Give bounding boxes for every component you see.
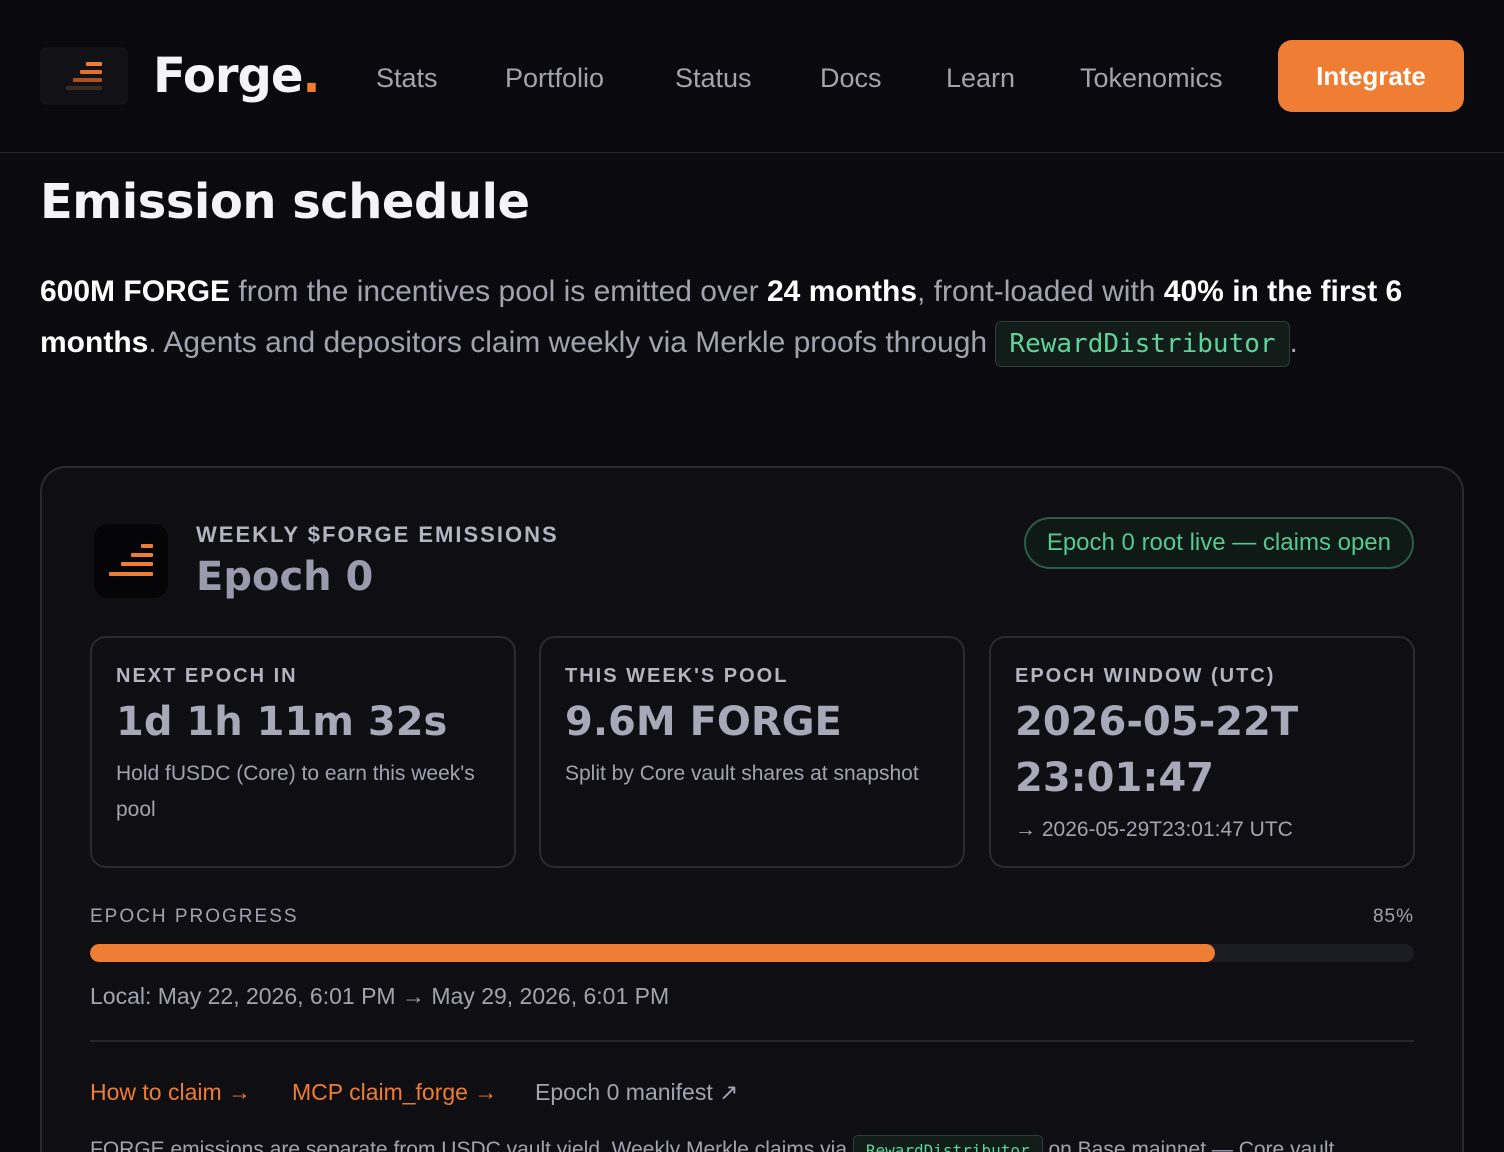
- intro-text-3: . Agents and depositors claim weekly via…: [148, 326, 996, 359]
- card-kicker: WEEKLY $FORGE EMISSIONS: [196, 522, 559, 547]
- epoch-end-subtext: → 2026-05-29T23:01:47 UTC: [1015, 818, 1293, 841]
- intro-text-2: , front-loaded with: [917, 275, 1164, 308]
- progress-label: EPOCH PROGRESS: [90, 906, 299, 927]
- local-time-range: Local: May 22, 2026, 6:01 PM → May 29, 2…: [90, 983, 670, 1009]
- top-nav-bar: Forge. Stats Portfolio Status Docs Learn…: [0, 0, 1504, 153]
- stat-subtext: Split by Core vault shares at snapshot: [565, 762, 919, 785]
- footnote-text: FORGE emissions are separate from USDC v…: [90, 1138, 853, 1152]
- brand-name: Forge: [153, 48, 303, 104]
- emission-duration: 24 months: [766, 275, 918, 308]
- brand-dot: .: [302, 48, 320, 104]
- integrate-button[interactable]: Integrate: [1278, 40, 1464, 112]
- forge-stack-icon: [109, 544, 153, 576]
- intro-text-4: .: [1289, 326, 1298, 359]
- stat-label: EPOCH WINDOW (UTC): [1015, 665, 1276, 687]
- logo[interactable]: [40, 47, 128, 105]
- divider: [90, 1040, 1414, 1042]
- stat-next-epoch: NEXT EPOCH IN 1d 1h 11m 32s Hold fUSDC (…: [90, 636, 516, 868]
- nav-tokenomics[interactable]: Tokenomics: [1080, 63, 1223, 93]
- footnote: FORGE emissions are separate from USDC v…: [90, 1132, 1430, 1152]
- stat-epoch-window: EPOCH WINDOW (UTC) 2026-05-22T23:01:47 →…: [989, 636, 1415, 868]
- progress-percent: 85%: [1372, 906, 1414, 927]
- stat-label: NEXT EPOCH IN: [116, 665, 298, 687]
- nav-status[interactable]: Status: [675, 63, 752, 93]
- countdown-value: 1d 1h 11m 32s: [116, 699, 448, 745]
- contract-code-chip: RewardDistributor: [995, 321, 1290, 367]
- status-badge: Epoch 0 root live — claims open: [1023, 517, 1414, 569]
- epoch-start-value: 2026-05-22T23:01:47: [1015, 699, 1299, 801]
- mcp-claim-forge-link[interactable]: MCP claim_forge →: [292, 1079, 498, 1105]
- footnote-text-end: on Base mainnet — Core vault: [1042, 1138, 1335, 1152]
- nav-learn[interactable]: Learn: [946, 63, 1016, 93]
- card-title: Epoch 0: [196, 554, 374, 600]
- emission-amount: 600M FORGE: [40, 275, 231, 308]
- progress-bar-fill: [90, 944, 1216, 962]
- stat-weekly-pool: THIS WEEK'S POOL 9.6M FORGE Split by Cor…: [539, 636, 965, 868]
- intro-paragraph: 600M FORGE from the incentives pool is e…: [40, 266, 1460, 368]
- frontload-note: 40% in the first 6 months: [40, 275, 1403, 359]
- epoch-manifest-link[interactable]: Epoch 0 manifest ↗: [535, 1079, 739, 1105]
- emissions-icon-tile: [94, 524, 168, 598]
- pool-value: 9.6M FORGE: [565, 699, 842, 745]
- brand-wordmark[interactable]: Forge.: [153, 44, 321, 108]
- forge-stack-icon: [66, 62, 102, 90]
- nav-docs[interactable]: Docs: [820, 63, 882, 93]
- contract-code-chip: RewardDistributor: [852, 1135, 1043, 1152]
- progress-bar: [90, 944, 1414, 962]
- how-to-claim-link[interactable]: How to claim →: [90, 1079, 252, 1105]
- page-title: Emission schedule: [40, 174, 530, 230]
- emissions-card: WEEKLY $FORGE EMISSIONS Epoch 0 Epoch 0 …: [40, 466, 1464, 1152]
- stat-subtext: Hold fUSDC (Core) to earn this week's po…: [116, 762, 475, 821]
- nav-stats[interactable]: Stats: [376, 63, 438, 93]
- intro-text-1: from the incentives pool is emitted over: [230, 275, 767, 308]
- nav-portfolio[interactable]: Portfolio: [505, 63, 605, 93]
- stat-label: THIS WEEK'S POOL: [565, 665, 789, 687]
